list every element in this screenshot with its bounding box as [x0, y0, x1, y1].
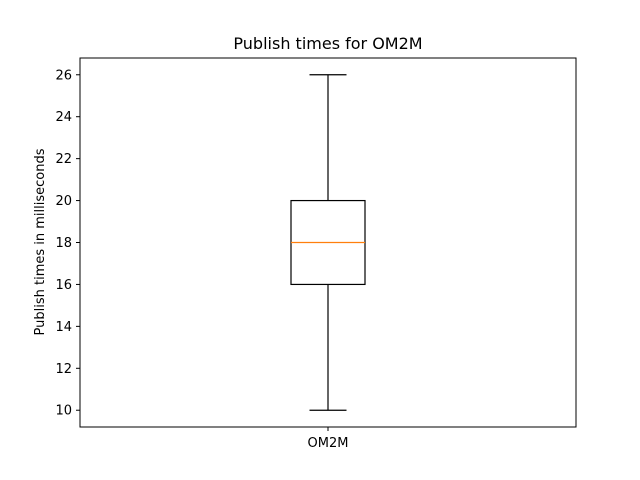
- y-tick-label: 10: [55, 404, 72, 419]
- y-tick-label: 16: [55, 278, 72, 293]
- plot-area: 10 12 14 16 18 20 22 24 26 OM2M: [55, 57, 577, 451]
- x-tick-label: OM2M: [308, 436, 349, 451]
- y-tick-label: 24: [55, 110, 72, 125]
- y-tick-label: 14: [55, 320, 72, 335]
- y-axis-label: Publish times in milliseconds: [33, 148, 48, 335]
- y-tick-label: 22: [55, 152, 72, 167]
- y-tick-label: 18: [55, 236, 72, 251]
- y-tick-label: 20: [55, 194, 72, 209]
- y-tick-label: 26: [55, 68, 72, 83]
- chart-title: Publish times for OM2M: [233, 34, 422, 53]
- y-tick-label: 12: [55, 362, 72, 377]
